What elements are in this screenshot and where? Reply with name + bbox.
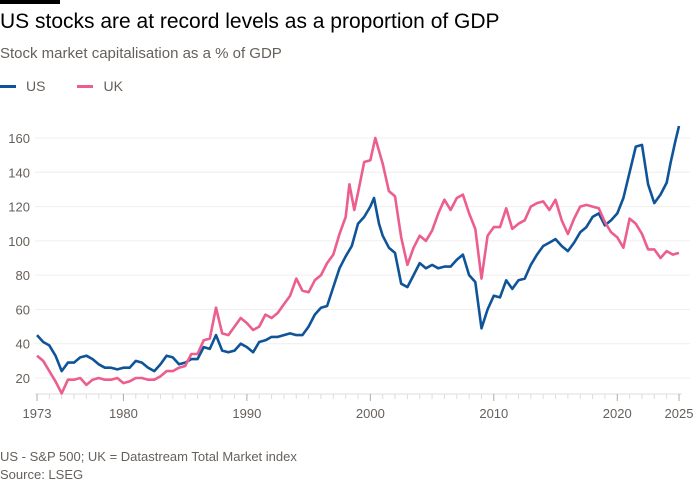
y-tick-label: 20 xyxy=(16,371,30,386)
legend-item-us: US xyxy=(0,78,45,94)
y-tick-label: 100 xyxy=(8,234,30,249)
y-tick-label: 80 xyxy=(16,268,30,283)
x-tick-label: 2025 xyxy=(665,406,694,421)
legend-label-us: US xyxy=(26,78,46,94)
x-tick-label: 2020 xyxy=(603,406,632,421)
legend-label-uk: UK xyxy=(103,78,123,94)
legend-item-uk: UK xyxy=(77,78,123,94)
x-tick-label: 2000 xyxy=(356,406,385,421)
y-tick-label: 160 xyxy=(8,131,30,146)
legend-swatch-uk xyxy=(77,84,94,88)
legend-swatch-us xyxy=(0,84,16,88)
series-line-uk xyxy=(36,136,680,395)
y-tick-label: 140 xyxy=(8,165,30,180)
y-tick-label: 40 xyxy=(16,337,30,352)
x-tick-label: 1980 xyxy=(109,406,138,421)
chart-subtitle: Stock market capitalisation as a % of GD… xyxy=(0,45,282,62)
y-tick-label: 120 xyxy=(8,200,30,215)
legend: US UK xyxy=(0,78,123,94)
x-tick-label: 1990 xyxy=(232,406,261,421)
source: Source: LSEG xyxy=(0,467,84,482)
footnote: US - S&P 500; UK = Datastream Total Mark… xyxy=(0,449,297,464)
chart-title: US stocks are at record levels as a prop… xyxy=(0,10,500,33)
x-tick-label: 1973 xyxy=(23,406,52,421)
y-tick-label: 60 xyxy=(16,302,30,317)
brand-bar xyxy=(0,0,60,4)
x-tick-label: 2010 xyxy=(479,406,508,421)
series-line-us xyxy=(36,125,681,373)
